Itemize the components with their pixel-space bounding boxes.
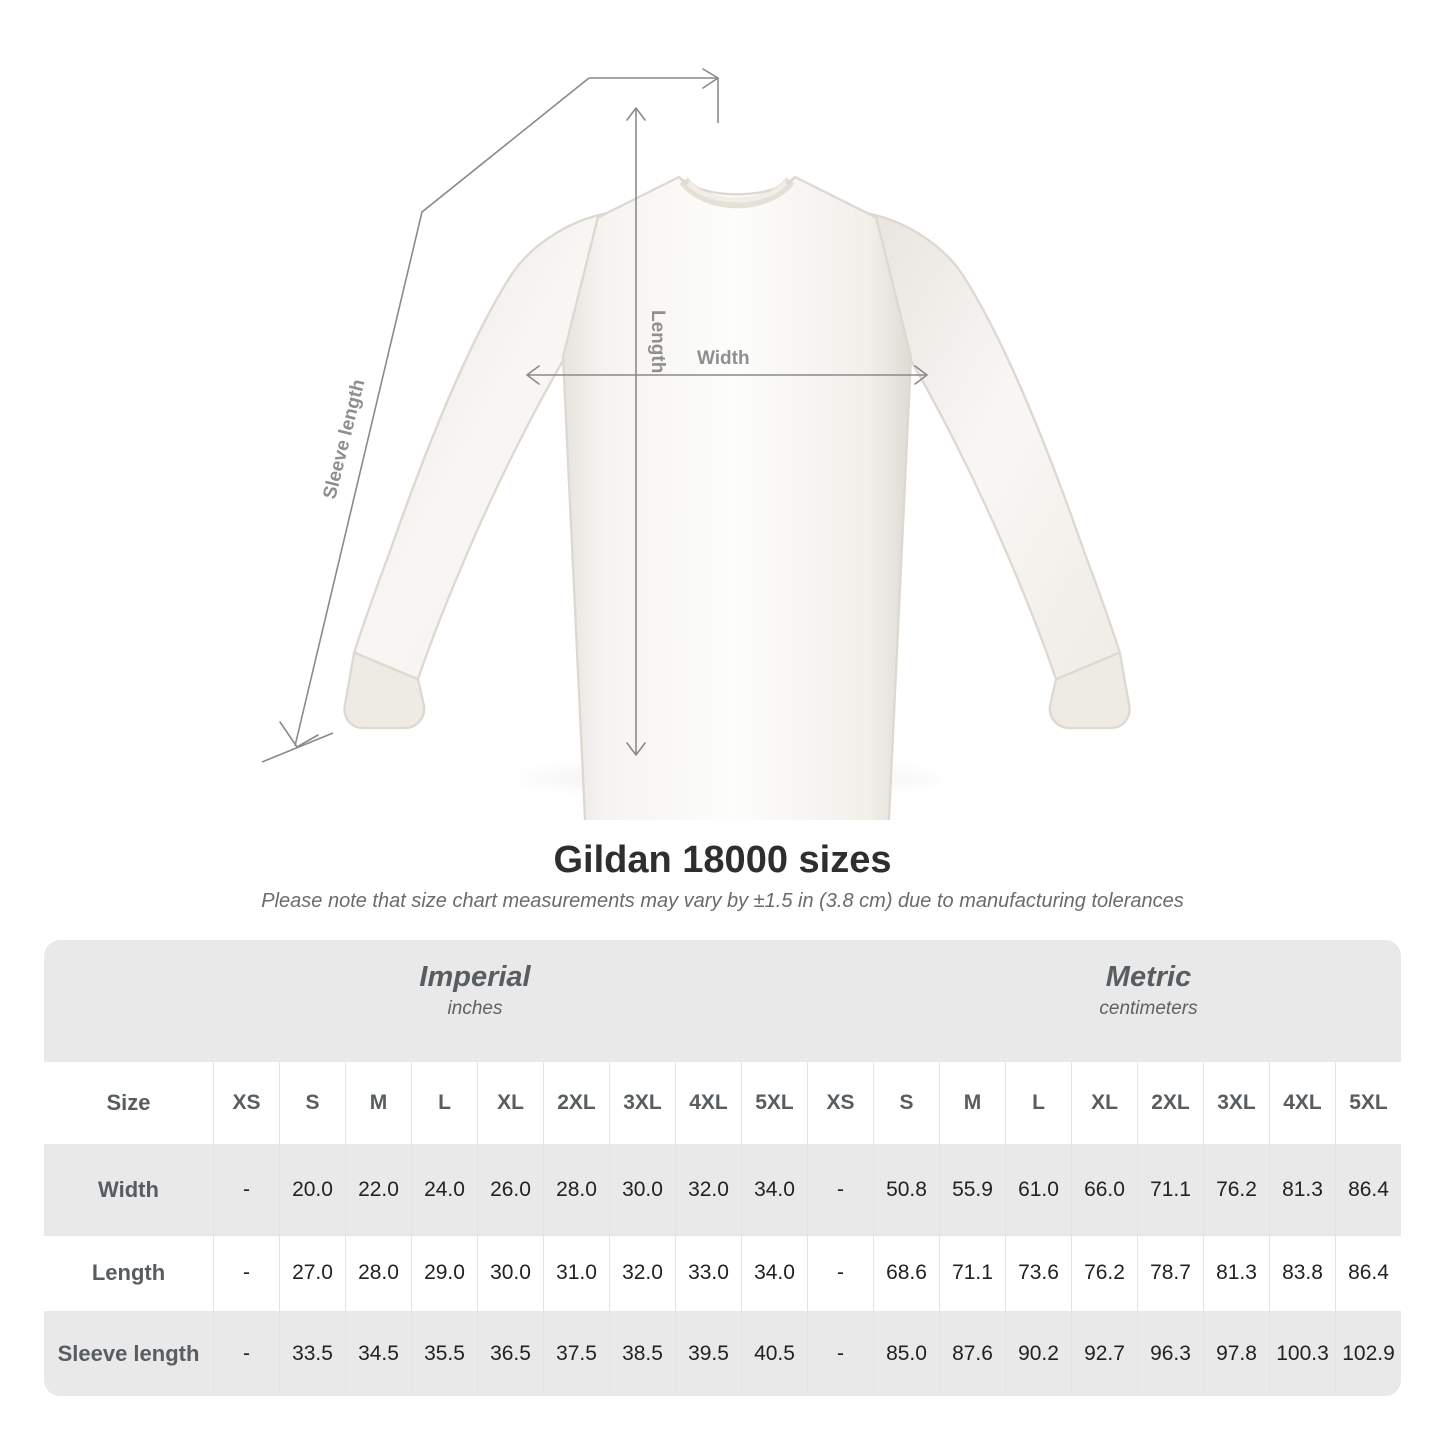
svg-text:Width: Width	[697, 348, 750, 369]
svg-text:Length: Length	[647, 310, 668, 373]
svg-text:Sleeve length: Sleeve length	[319, 377, 369, 501]
